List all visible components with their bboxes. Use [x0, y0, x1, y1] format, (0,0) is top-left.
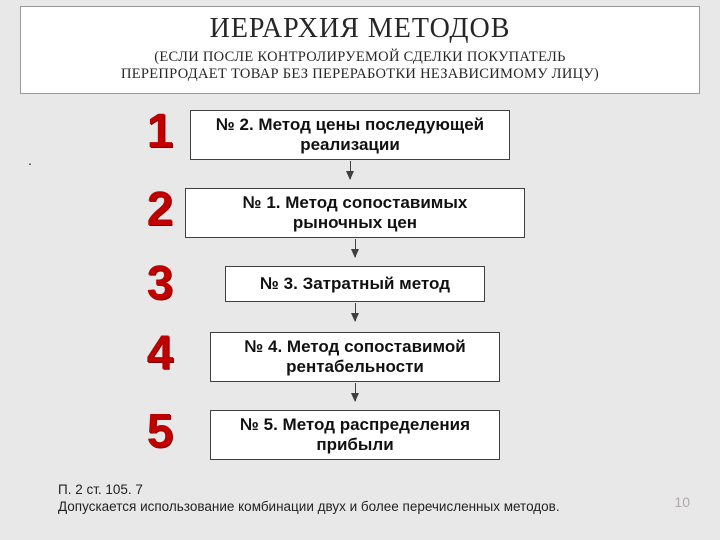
- arrow-down-icon: [355, 303, 356, 321]
- arrow-down-icon: [355, 383, 356, 401]
- rank-number: 2: [145, 182, 175, 237]
- diagram-row: 1 № 2. Метод цены последующей реализации: [0, 110, 720, 168]
- arrow-down-icon: [355, 239, 356, 257]
- diagram-row: 2 № 1. Метод сопоставимых рыночных цен: [0, 188, 720, 246]
- subtitle-line-2: ПЕРЕПРОДАЕТ ТОВАР БЕЗ ПЕРЕРАБОТКИ НЕЗАВИ…: [121, 66, 599, 82]
- method-box: № 3. Затратный метод: [225, 266, 485, 302]
- method-box: № 5. Метод распределения прибыли: [210, 410, 500, 460]
- diagram-row: 5 № 5. Метод распределения прибыли: [0, 410, 720, 468]
- rank-number: 4: [145, 326, 175, 381]
- arrow-down-icon: [350, 161, 351, 179]
- method-box: № 1. Метод сопоставимых рыночных цен: [185, 188, 525, 238]
- page-number: 10: [674, 494, 690, 510]
- footnote-text: Допускается использование комбинации дву…: [58, 499, 560, 514]
- method-box: № 2. Метод цены последующей реализации: [190, 110, 510, 160]
- slide-subtitle: (ЕСЛИ ПОСЛЕ КОНТРОЛИРУЕМОЙ СДЕЛКИ ПОКУПА…: [31, 49, 689, 83]
- rank-number: 5: [145, 404, 175, 459]
- subtitle-line-1: (ЕСЛИ ПОСЛЕ КОНТРОЛИРУЕМОЙ СДЕЛКИ ПОКУПА…: [154, 49, 566, 65]
- footnote-reference: П. 2 ст. 105. 7: [58, 482, 618, 497]
- slide-title: ИЕРАРХИЯ МЕТОДОВ: [31, 13, 689, 45]
- rank-number: 1: [145, 104, 175, 159]
- diagram-row: 4 № 4. Метод сопоставимой рентабельности: [0, 332, 720, 390]
- footnote: П. 2 ст. 105. 7 Допускается использовани…: [58, 482, 618, 514]
- hierarchy-diagram: 1 № 2. Метод цены последующей реализации…: [0, 110, 720, 488]
- header: ИЕРАРХИЯ МЕТОДОВ (ЕСЛИ ПОСЛЕ КОНТРОЛИРУЕ…: [20, 6, 700, 94]
- method-box: № 4. Метод сопоставимой рентабельности: [210, 332, 500, 382]
- slide: ИЕРАРХИЯ МЕТОДОВ (ЕСЛИ ПОСЛЕ КОНТРОЛИРУЕ…: [0, 0, 720, 540]
- diagram-row: 3 № 3. Затратный метод: [0, 266, 720, 312]
- rank-number: 3: [145, 256, 175, 311]
